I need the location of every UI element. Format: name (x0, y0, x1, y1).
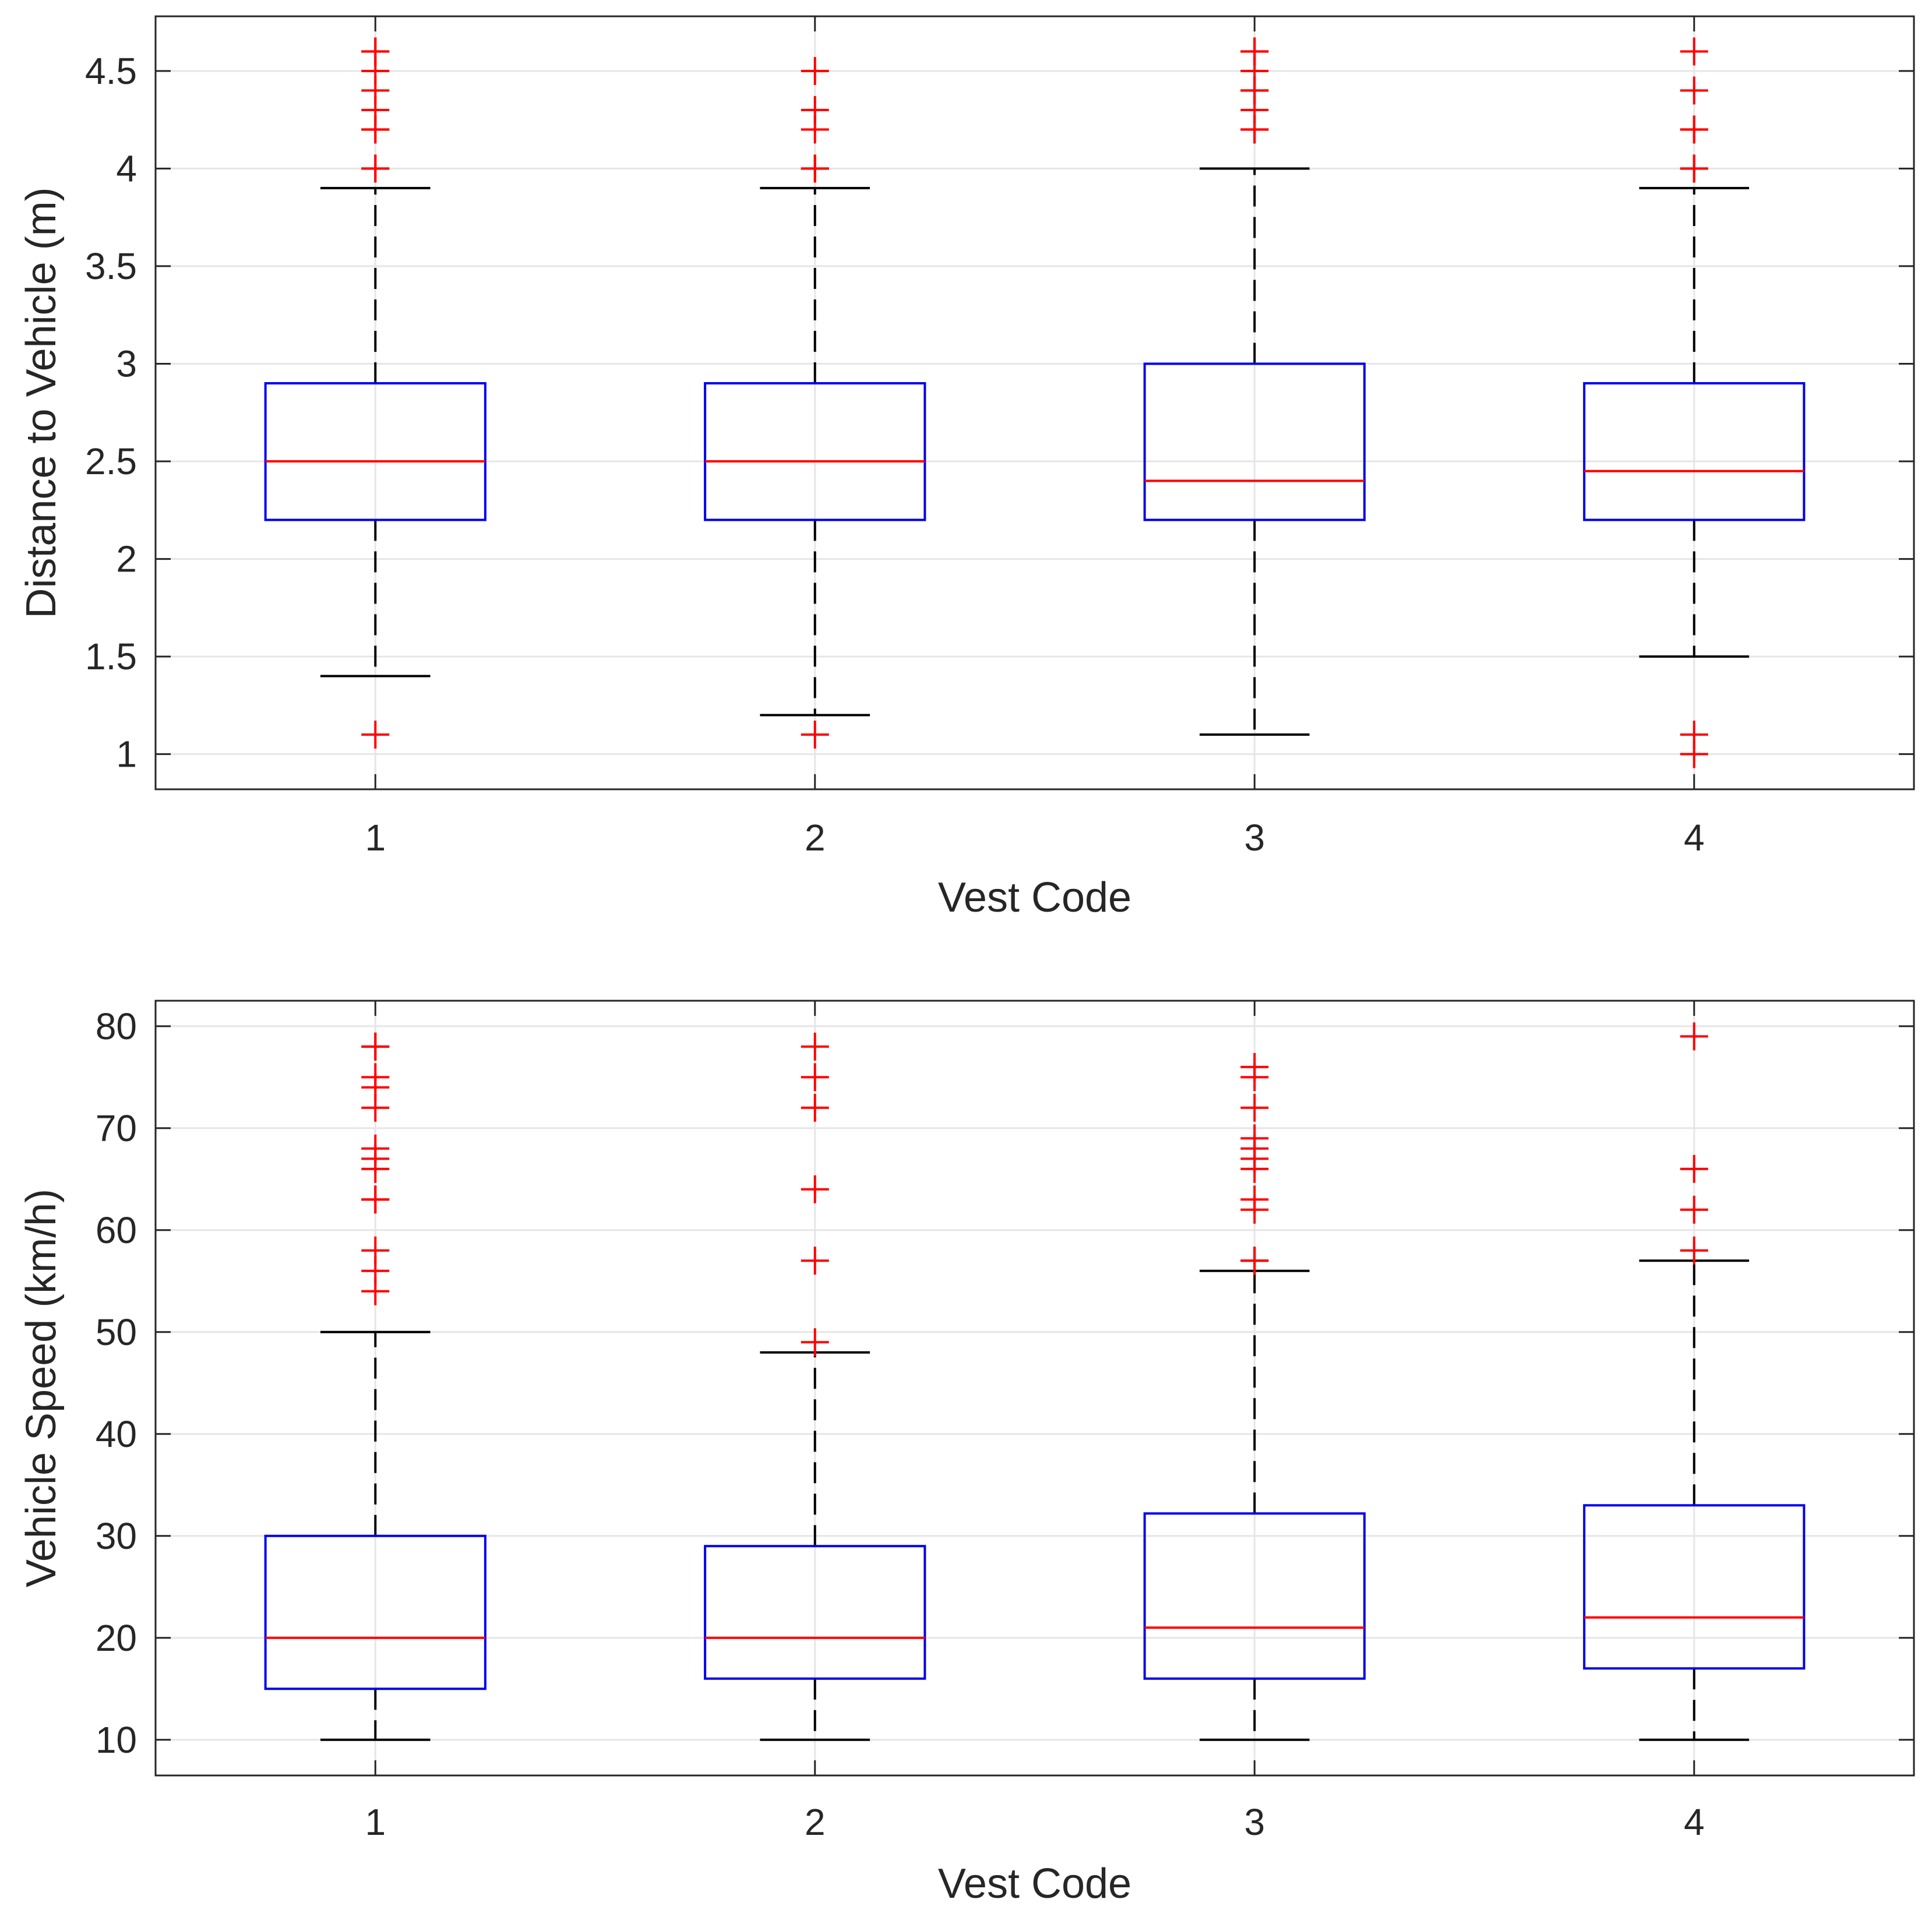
y-tick-label: 2.5 (85, 440, 137, 482)
y-tick-label: 3.5 (85, 245, 137, 287)
box-group-vest-4 (1583, 37, 1806, 768)
iqr-box (704, 382, 926, 521)
outlier-marker (1680, 1236, 1708, 1265)
x-tick-label: 2 (805, 1801, 826, 1843)
iqr-box (264, 1534, 486, 1690)
x-tick-label: 3 (1244, 1801, 1265, 1843)
outlier-marker (801, 96, 829, 124)
y-tick-label: 50 (96, 1311, 137, 1353)
x-tick-label: 3 (1244, 817, 1265, 859)
y-tick-label: 40 (96, 1413, 137, 1455)
outlier-marker (1240, 1185, 1269, 1214)
outlier-marker (361, 37, 390, 66)
outlier-marker (1240, 1124, 1269, 1153)
outlier-marker (1680, 115, 1708, 144)
outlier-marker (361, 1185, 390, 1214)
x-tick-label: 4 (1684, 1801, 1705, 1843)
y-axis-label: Vehicle Speed (km/h) (18, 1189, 65, 1587)
outlier-marker (361, 721, 390, 749)
y-tick-label: 60 (96, 1209, 137, 1251)
outlier-marker (1680, 37, 1708, 66)
outlier-marker (1680, 1195, 1708, 1224)
outlier-marker (1680, 1022, 1708, 1051)
speed-panel: 10 20 30 40 50 60 70 80 1 2 3 4 Vest Code Vehicle Spe… (18, 1000, 1915, 1907)
box-group-vest-2 (704, 1032, 926, 1741)
outlier-marker (801, 1175, 829, 1203)
y-tick-label: 2 (116, 538, 137, 580)
outlier-marker (361, 1032, 390, 1061)
y-tick-label: 4.5 (85, 50, 137, 92)
iqr-box (1143, 1512, 1366, 1680)
x-tick-label: 2 (805, 817, 826, 859)
outlier-marker (801, 57, 829, 85)
box-group-vest-4 (1583, 1022, 1806, 1741)
outlier-marker (361, 154, 390, 183)
outlier-marker (1680, 1155, 1708, 1183)
outlier-marker (801, 1328, 829, 1357)
outlier-marker (1680, 721, 1708, 749)
axes-frame (154, 1000, 1915, 1777)
outlier-marker (1240, 37, 1269, 66)
x-axis-label: Vest Code (938, 874, 1131, 921)
outlier-marker (1680, 154, 1708, 183)
x-tick-label: 1 (365, 1801, 386, 1843)
y-tick-label: 70 (96, 1107, 137, 1149)
y-tick-label: 80 (96, 1005, 137, 1047)
outlier-marker (1240, 1053, 1269, 1081)
y-tick-label: 1 (116, 733, 137, 775)
box-group-vest-3 (1143, 1053, 1366, 1741)
y-tick-label: 4 (116, 147, 137, 189)
outlier-marker (361, 1134, 390, 1163)
outlier-marker (801, 721, 829, 749)
y-tick-label: 3 (116, 343, 137, 384)
outlier-marker (1680, 76, 1708, 105)
iqr-box (1143, 362, 1366, 521)
outlier-marker (1240, 1247, 1269, 1275)
axes-frame (154, 15, 1915, 790)
box-group-vest-3 (1143, 37, 1366, 736)
iqr-box (264, 382, 486, 521)
box-group-vest-1 (264, 1032, 486, 1741)
distance-panel: 1 1.5 2 2.5 3 3.5 4 4.5 1 2 3 4 Vest Code Distance to… (18, 15, 1915, 921)
x-axis-label: Vest Code (938, 1861, 1131, 1907)
outlier-marker (1240, 1093, 1269, 1122)
outlier-marker (361, 1236, 390, 1265)
outlier-marker (801, 1032, 829, 1061)
y-tick-label: 30 (96, 1515, 137, 1557)
outlier-marker (801, 154, 829, 183)
y-tick-label: 20 (96, 1617, 137, 1659)
box-group-vest-2 (704, 57, 926, 749)
y-axis-label: Distance to Vehicle (m) (18, 187, 65, 618)
outlier-marker (801, 1063, 829, 1092)
outlier-marker (801, 1093, 829, 1122)
y-tick-label: 1.5 (85, 636, 137, 677)
y-tick-label: 10 (96, 1719, 137, 1761)
x-tick-label: 1 (365, 817, 386, 859)
iqr-box (1583, 382, 1806, 521)
outlier-marker (801, 1247, 829, 1275)
iqr-box (1583, 1504, 1806, 1670)
x-tick-label: 4 (1684, 817, 1705, 859)
box-group-vest-1 (264, 37, 486, 749)
iqr-box (704, 1545, 926, 1680)
outlier-marker (361, 1063, 390, 1092)
